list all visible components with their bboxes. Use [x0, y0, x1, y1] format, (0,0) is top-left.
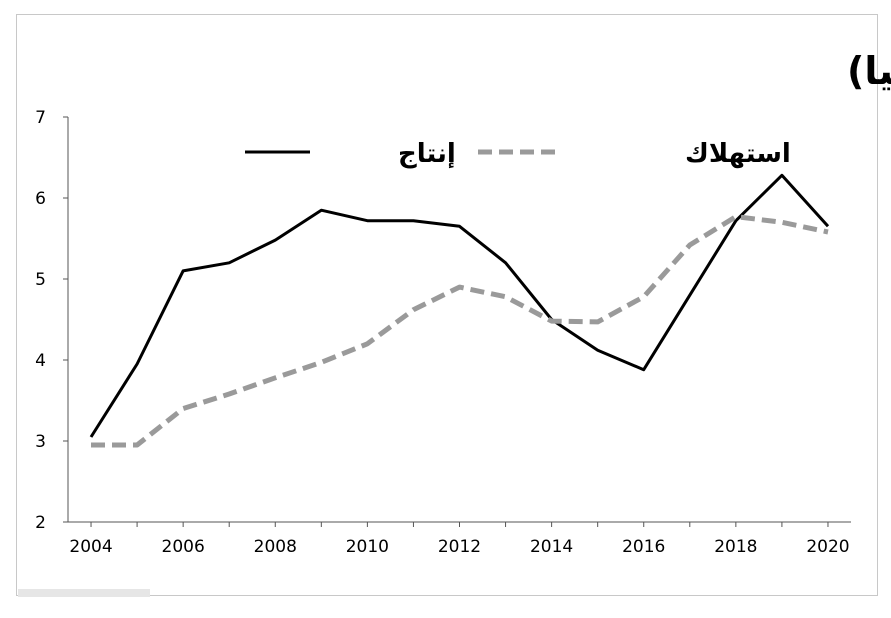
- x-tick-label: 2004: [69, 537, 112, 557]
- series-line-consumption: [91, 214, 829, 448]
- footer-bar: [18, 589, 150, 597]
- x-tick-label: 2020: [806, 537, 849, 557]
- y-tick-label: 2: [35, 513, 46, 533]
- y-tick-label: 4: [35, 351, 46, 371]
- legend-label-consumption: استهلاك: [685, 139, 791, 169]
- y-tick-label: 6: [35, 189, 46, 209]
- x-tick-label: 2008: [254, 537, 297, 557]
- x-tick-label: 2006: [162, 537, 205, 557]
- y-ticks: 2 3 4 5 6 7: [35, 108, 68, 533]
- x-ticks: 2004 2006 2008 2010 2012 2014 2016 2018 2020: [69, 522, 850, 557]
- series-line-production: [89, 173, 830, 438]
- y-tick-label: 3: [35, 432, 46, 452]
- x-tick-label: 2018: [714, 537, 757, 557]
- x-tick-label: 2016: [622, 537, 665, 557]
- chart-title: سوق الغاز (مليار قدم مكعب يوميا): [847, 49, 891, 94]
- x-tick-label: 2014: [530, 537, 573, 557]
- legend: إنتاج استهلاك: [245, 139, 791, 169]
- y-tick-label: 7: [35, 108, 46, 128]
- series-layer: [89, 173, 830, 448]
- legend-label-production: إنتاج: [398, 139, 456, 169]
- chart-frame: [16, 14, 878, 596]
- x-tick-label: 2010: [346, 537, 389, 557]
- x-tick-label: 2012: [438, 537, 481, 557]
- y-tick-label: 5: [35, 270, 46, 290]
